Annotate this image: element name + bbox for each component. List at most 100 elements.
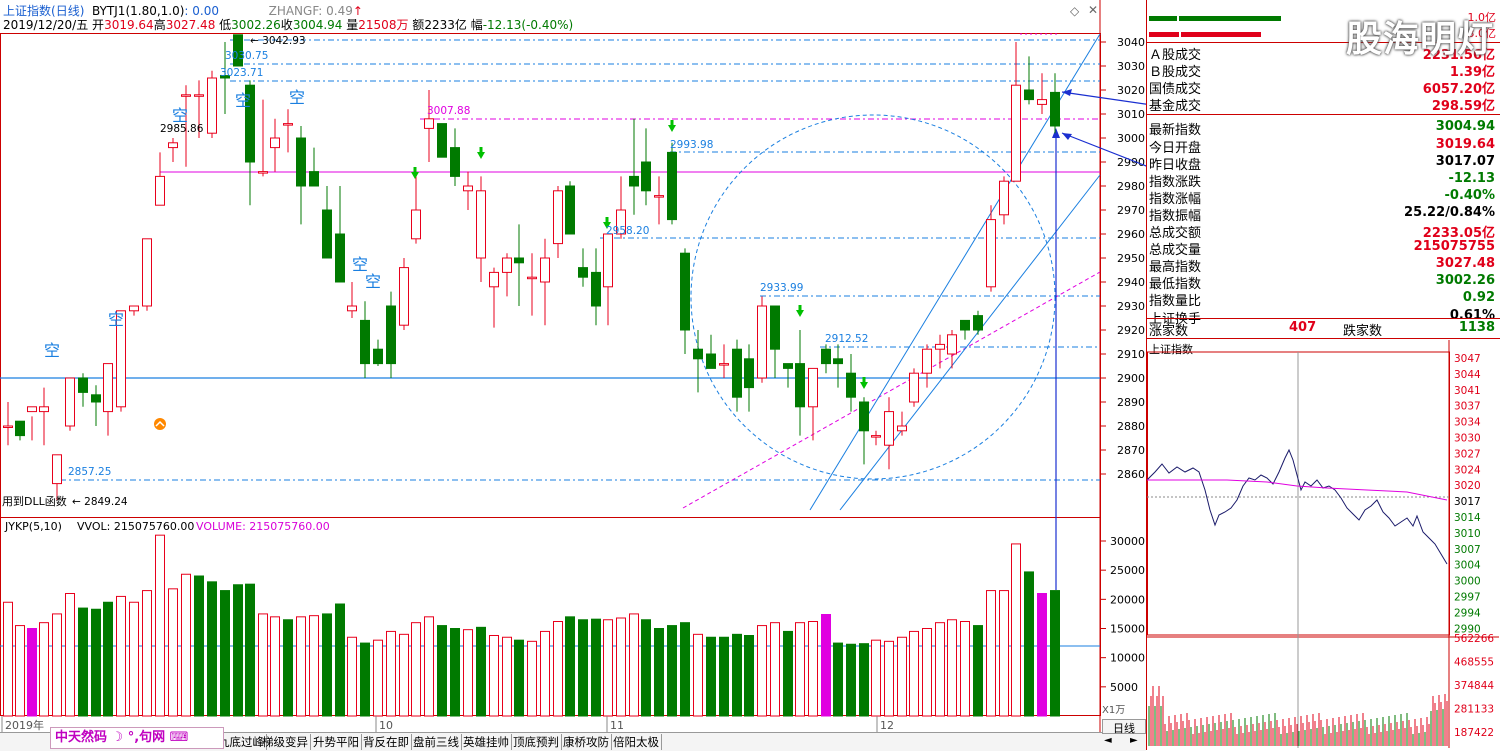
tab-7[interactable]: 英雄挂帅 xyxy=(461,734,512,750)
volume-bar-down xyxy=(706,636,716,717)
quote-value: 298.59亿 xyxy=(1431,99,1495,115)
candle-up xyxy=(540,257,550,283)
buy-arrow-icon xyxy=(605,217,609,222)
month-labels: 2019年 10 11 12 xyxy=(1,716,894,732)
intraday-lines xyxy=(1147,448,1448,565)
price-tick-label: 3000 xyxy=(1117,132,1145,145)
volume-bar-up xyxy=(757,625,767,717)
volume-bar-up xyxy=(52,613,62,717)
candle-down xyxy=(578,267,588,278)
quote-value: 3027.48 xyxy=(1435,256,1495,272)
quote-panel: 1.0亿 3.0亿 Ａ股成交 2231.56亿 Ｂ股成交 1.39亿 国债成交 6057.… xyxy=(1146,0,1500,750)
volume-bar-up xyxy=(309,615,319,717)
volume-bar-up xyxy=(3,601,13,717)
tab-8[interactable]: 顶底预判 xyxy=(511,734,562,750)
price-label: 3023.71 xyxy=(220,67,263,79)
candle-up xyxy=(258,171,268,174)
tab-6[interactable]: 盘前三线 xyxy=(411,734,462,750)
volume-bar-down xyxy=(450,628,460,717)
close-value: 3004.94 xyxy=(292,18,343,32)
candle-up xyxy=(116,310,126,408)
kline-chart[interactable]: JYKP(5,10) VVOL: 215075760.00 VOLUME: 21… xyxy=(0,0,1146,732)
quote-label: 指数量比 xyxy=(1149,294,1202,310)
candle-down xyxy=(245,84,255,163)
tab-4[interactable]: 升势平阳 xyxy=(311,734,362,750)
buy-arrow-icon xyxy=(798,305,802,310)
arrow-head xyxy=(1062,133,1072,140)
candle-up xyxy=(719,363,729,366)
volume-bar-down xyxy=(78,607,88,717)
price-label: 2958.20 xyxy=(606,225,649,237)
price-tick-label: 2860 xyxy=(1117,468,1145,481)
price-tick-label: 2890 xyxy=(1117,396,1145,409)
brand-logo: 中天然码 ☽ °,句网 ⌨ xyxy=(50,727,224,749)
candle-up xyxy=(897,425,907,432)
candle-down xyxy=(450,147,460,177)
kong-marker: 空 xyxy=(289,88,305,107)
candle-down xyxy=(373,348,383,365)
bar-date: 2019/12/20/五 xyxy=(3,18,89,32)
amt-label: 额 xyxy=(412,18,425,32)
kong-marker: 空 xyxy=(352,255,368,274)
volume-bar-up xyxy=(270,616,280,717)
volume-bar-up xyxy=(553,621,563,717)
tab-5[interactable]: 背反在即 xyxy=(361,734,412,750)
candle-up xyxy=(424,118,434,129)
tab-3[interactable]: 梯级变异 xyxy=(260,734,311,750)
tab-10[interactable]: 倍阳太极 xyxy=(611,734,662,750)
candles[interactable] xyxy=(3,34,1060,501)
mini-price-label: 3014 xyxy=(1454,512,1481,524)
bar-green-2 xyxy=(1179,16,1281,21)
quote-row: 今日开盘 3019.64 xyxy=(1149,137,1499,156)
volume-bar-up xyxy=(808,621,818,717)
quote-label: 今日开盘 xyxy=(1149,140,1202,156)
volume-bar-down xyxy=(476,626,486,717)
volume-bar-up xyxy=(258,613,268,717)
index-title[interactable]: 上证指数 xyxy=(3,4,52,18)
candle-up xyxy=(463,185,473,192)
volume-bar-up xyxy=(540,630,550,717)
candle-up xyxy=(1011,84,1021,182)
tab-9[interactable]: 康桥攻防 xyxy=(561,734,612,750)
volume-bar-down xyxy=(680,622,690,717)
price-tick-label: 2880 xyxy=(1117,420,1145,433)
intraday-chart[interactable]: 3047 3044 3041 3037 3034 3030 3027 3024 3020 3017… xyxy=(1147,340,1499,748)
up-signal-icon xyxy=(154,418,166,430)
indicator-value: : 0.00 xyxy=(184,4,219,18)
indicator-name[interactable]: BYTJ1(1.80,1.0) xyxy=(92,4,185,18)
quote-value: 3004.94 xyxy=(1435,119,1495,135)
vol-label: 量 xyxy=(346,18,359,32)
volume-indicator-name[interactable]: JYKP(5,10) xyxy=(4,520,62,533)
mini-vol-label: 187422 xyxy=(1454,727,1494,739)
volume-bars[interactable] xyxy=(3,534,1060,717)
quote-label: Ａ股成交 xyxy=(1149,48,1202,63)
mini-price-label: 3000 xyxy=(1454,576,1481,588)
kong-marker: 空 xyxy=(365,272,381,291)
price-tick-label: 2960 xyxy=(1117,228,1145,241)
volume-bar-up xyxy=(386,630,396,717)
tab-2[interactable]: 九底过峰 xyxy=(216,734,267,750)
price-pane-frame xyxy=(0,33,1101,518)
scroll-left-icon[interactable]: ◄ xyxy=(1104,735,1112,746)
volume-bar-down xyxy=(859,643,869,717)
volume-bar-down xyxy=(654,628,664,717)
period-button[interactable]: 日线 xyxy=(1102,719,1146,735)
candle-up xyxy=(935,343,945,350)
close-icon[interactable]: ✕ xyxy=(1088,3,1099,17)
mini-price-label: 3041 xyxy=(1454,385,1481,397)
volume-bar-up xyxy=(884,640,894,717)
quote-row: 指数涨跌 -12.13 xyxy=(1149,171,1499,190)
candle-down xyxy=(78,377,88,393)
candle-down xyxy=(783,363,793,369)
buy-arrow-icon xyxy=(862,377,866,382)
volume-bar-down xyxy=(194,575,204,717)
scroll-right-icon[interactable]: ► xyxy=(1130,735,1138,746)
mini-vol-label: 562266 xyxy=(1454,633,1494,645)
close-label: 收 xyxy=(280,18,293,32)
volume-bar-down xyxy=(591,618,601,717)
diamond-icon[interactable]: ◇ xyxy=(1070,4,1080,18)
volume-tick-label: 30000 xyxy=(1110,535,1145,548)
candle-down xyxy=(514,257,524,264)
mini-price-label: 3044 xyxy=(1454,369,1481,381)
quote-row: 指数振幅 25.22/0.84% xyxy=(1149,205,1499,224)
